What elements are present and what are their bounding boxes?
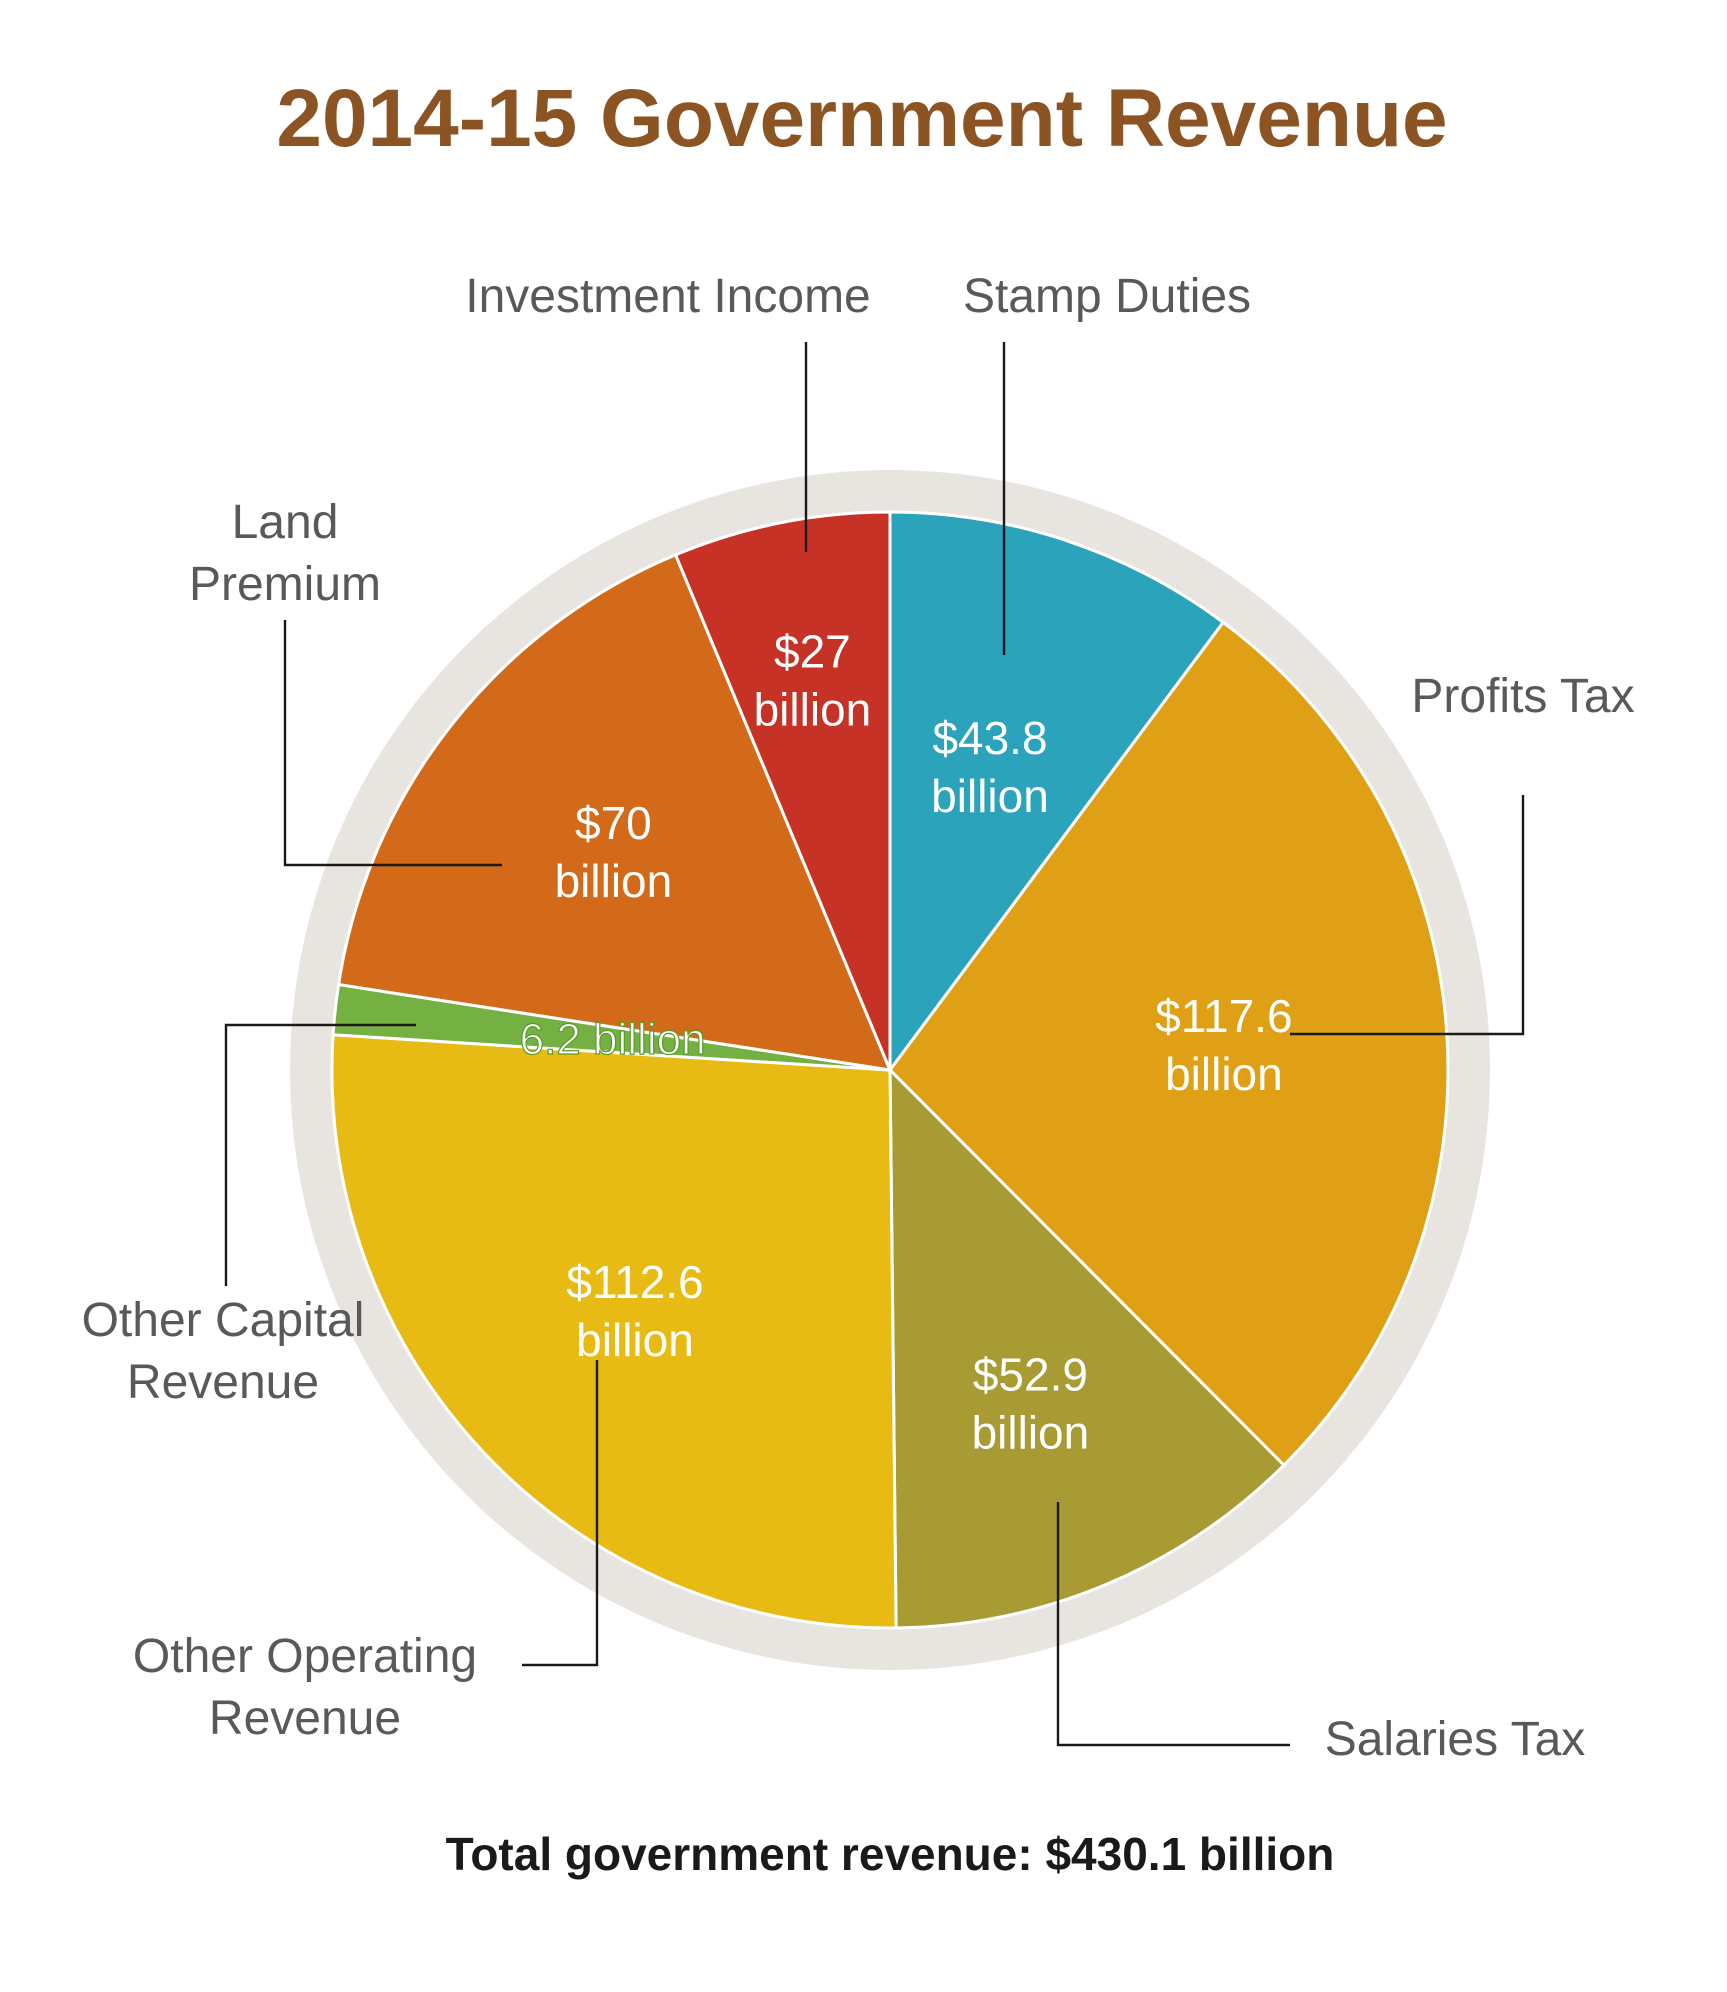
leader-other-capital-revenue <box>224 1023 416 1286</box>
category-label-land-premium: Land Premium <box>189 496 381 611</box>
category-label-stamp-duties: Stamp Duties <box>963 270 1251 323</box>
value-labels: $43.8 billion $117.6 billion $52.9 billion $11… <box>519 626 1292 1459</box>
category-label-profits-tax: Profits Tax <box>1411 670 1634 723</box>
pie-slice-salaries-tax <box>888 1068 1286 1630</box>
leader-lines <box>224 342 1525 1747</box>
pie-slice-other-operating-revenue <box>330 1033 898 1630</box>
chart-title: 2014-15 Government Revenue <box>276 73 1447 164</box>
category-labels: Stamp Duties Profits Tax Salaries Tax Other… <box>82 270 1635 1766</box>
leader-other-operating-revenue <box>522 1360 599 1667</box>
category-label-investment-income: Investment Income <box>465 270 871 323</box>
value-label-land-premium: $70 billion <box>555 797 673 907</box>
value-label-stamp-duties: $43.8 billion <box>931 712 1049 822</box>
total-revenue-label: Total government revenue: $430.1 billion <box>446 1828 1335 1880</box>
category-label-salaries-tax: Salaries Tax <box>1325 1713 1586 1766</box>
category-label-other-operating-revenue: Other Operating Revenue <box>133 1630 477 1745</box>
value-label-other-capital-revenue: 6.2 billion <box>520 1015 706 1064</box>
pie-slice-profits-tax <box>888 620 1450 1467</box>
pie-slice-investment-income <box>674 510 892 1072</box>
leader-land-premium <box>283 620 502 867</box>
leader-salaries-tax <box>1056 1502 1290 1747</box>
pie-slice-land-premium <box>337 553 892 1072</box>
pie-slices <box>330 510 1450 1630</box>
category-label-other-capital-revenue: Other Capital Revenue <box>82 1294 365 1409</box>
pie-slice-stamp-duties <box>888 510 1225 1072</box>
leader-profits-tax <box>1290 795 1525 1036</box>
value-label-investment-income: $27 billion <box>754 626 872 736</box>
value-label-profits-tax: $117.6 billion <box>1155 990 1292 1100</box>
value-label-other-operating-revenue: $112.6 billion <box>566 1256 703 1366</box>
value-label-salaries-tax: $52.9 billion <box>972 1348 1090 1458</box>
